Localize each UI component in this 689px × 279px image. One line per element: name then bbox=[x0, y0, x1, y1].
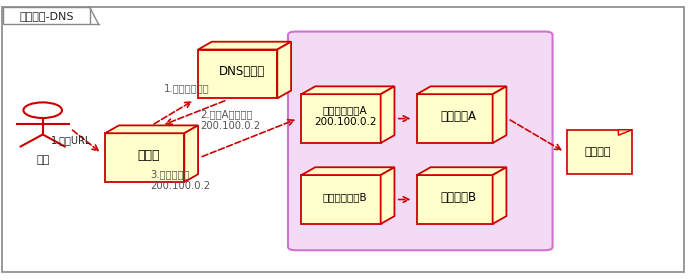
FancyBboxPatch shape bbox=[3, 7, 90, 24]
FancyBboxPatch shape bbox=[302, 94, 380, 143]
Polygon shape bbox=[493, 86, 506, 143]
Polygon shape bbox=[302, 86, 394, 94]
Polygon shape bbox=[185, 126, 198, 182]
Polygon shape bbox=[417, 167, 506, 175]
Text: 负载均衡设备B: 负载均衡设备B bbox=[323, 192, 367, 202]
Polygon shape bbox=[277, 42, 291, 98]
Text: 负载均衡设备A
200.100.0.2: 负载均衡设备A 200.100.0.2 bbox=[314, 105, 376, 127]
Text: 1.请求域名解析: 1.请求域名解析 bbox=[164, 83, 209, 93]
Text: 网站机房: 网站机房 bbox=[584, 147, 610, 157]
Polygon shape bbox=[417, 86, 506, 94]
Polygon shape bbox=[380, 167, 394, 224]
Text: 3.浏览器请求
200.100.0.2: 3.浏览器请求 200.100.0.2 bbox=[150, 169, 210, 191]
Text: 1.输入URL: 1.输入URL bbox=[51, 135, 92, 145]
Polygon shape bbox=[380, 86, 394, 143]
Text: 应用集群B: 应用集群B bbox=[441, 191, 477, 204]
Polygon shape bbox=[198, 42, 291, 50]
Polygon shape bbox=[302, 167, 394, 175]
Polygon shape bbox=[105, 126, 198, 133]
Text: 浏览器: 浏览器 bbox=[138, 149, 160, 162]
FancyBboxPatch shape bbox=[105, 133, 185, 182]
Text: 负载均衡-DNS: 负载均衡-DNS bbox=[19, 11, 74, 21]
Text: 应用集群A: 应用集群A bbox=[441, 110, 477, 123]
FancyBboxPatch shape bbox=[198, 50, 277, 98]
Text: 2.返回A记录地址
200.100.0.2: 2.返回A记录地址 200.100.0.2 bbox=[200, 109, 260, 131]
Polygon shape bbox=[493, 167, 506, 224]
FancyBboxPatch shape bbox=[417, 175, 493, 224]
FancyBboxPatch shape bbox=[302, 175, 380, 224]
FancyBboxPatch shape bbox=[566, 130, 633, 174]
Polygon shape bbox=[619, 130, 633, 135]
Text: DNS服务器: DNS服务器 bbox=[218, 65, 265, 78]
FancyBboxPatch shape bbox=[288, 32, 553, 250]
FancyBboxPatch shape bbox=[417, 94, 493, 143]
Text: 用户: 用户 bbox=[36, 155, 50, 165]
